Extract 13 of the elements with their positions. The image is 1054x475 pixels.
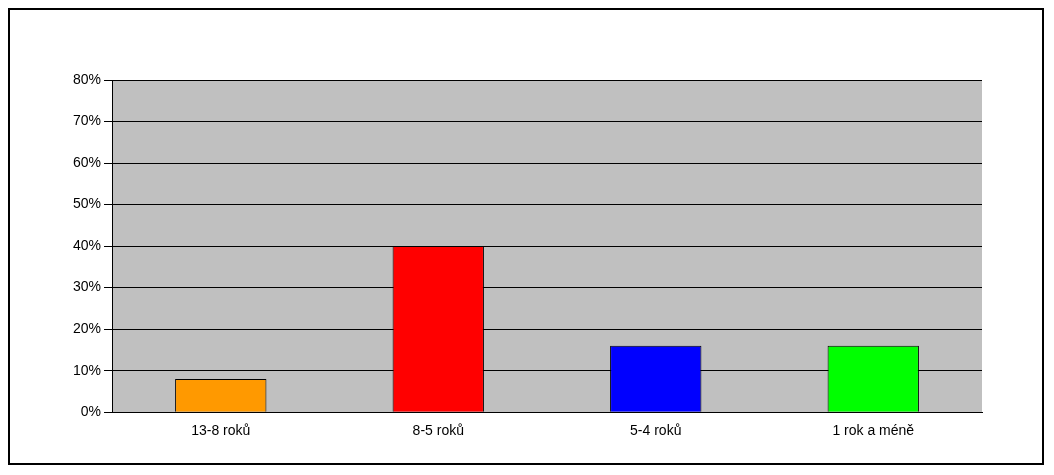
y-tick-label: 60%: [72, 153, 102, 170]
y-tick-label: 70%: [72, 112, 102, 129]
x-tick-label: 13-8 roků: [191, 422, 251, 439]
y-tick-label: 30%: [72, 278, 102, 295]
x-tick-label: 5-4 roků: [630, 422, 682, 439]
y-tick-label: 80%: [72, 70, 102, 87]
y-tick-label: 10%: [72, 361, 102, 378]
y-tick-label: 50%: [72, 195, 102, 212]
y-tick-label: 20%: [72, 320, 102, 337]
y-tick-label: 40%: [72, 236, 102, 253]
x-tick-label: 1 rok a méně: [832, 422, 915, 439]
y-tick-label: 0%: [80, 403, 102, 420]
x-tick-label: 8-5 roků: [412, 422, 464, 439]
